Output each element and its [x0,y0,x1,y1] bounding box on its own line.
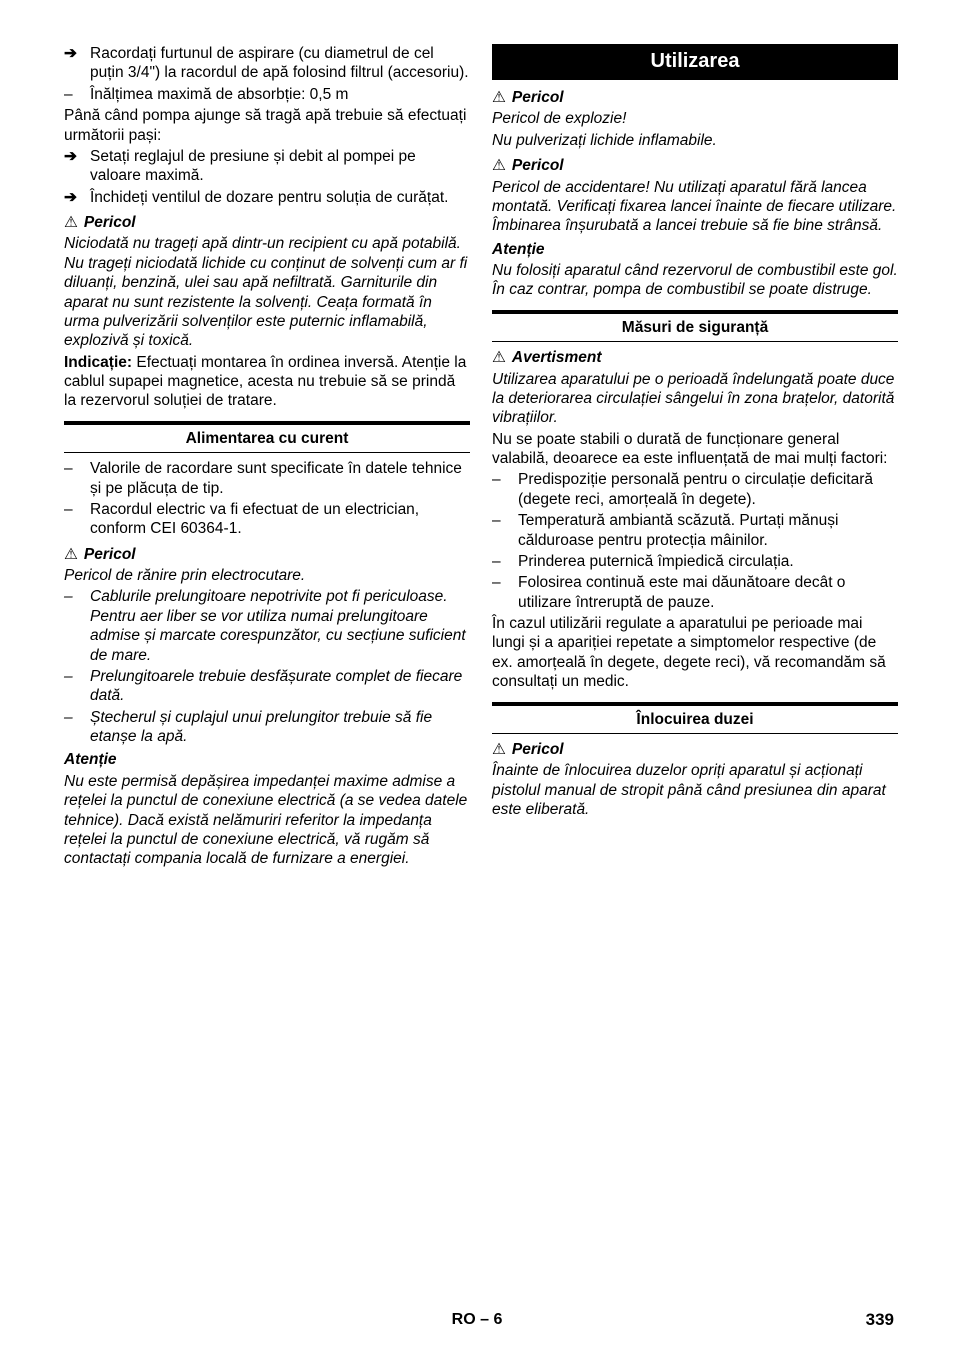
bullet-text: Racordați furtunul de aspirare (cu diame… [90,44,470,83]
attention-label: Atenție [64,751,117,768]
paragraph: Până când pompa ajunge să tragă apă treb… [64,106,470,145]
attention-heading: Atenție [492,240,898,259]
left-column: ➔ Racordați furtunul de aspirare (cu dia… [64,44,470,1264]
warning-heading: ⚠ Pericol [64,213,470,232]
section-heading: Înlocuirea duzei [492,702,898,734]
dash-icon: – [64,708,90,747]
paragraph: Pericol de accidentare! Nu utilizați apa… [492,178,898,236]
main-section-bar: Utilizarea [492,44,898,80]
paragraph: Pericol de explozie! [492,109,898,128]
paragraph: Utilizarea aparatului pe o perioadă înde… [492,370,898,428]
paragraph: Indicație: Efectuați montarea în ordinea… [64,353,470,411]
section-heading: Alimentarea cu curent [64,421,470,453]
bullet-dash: – Prelungitoarele trebuie desfășurate co… [64,667,470,706]
warning-icon: ⚠ [492,348,506,367]
arrow-icon: ➔ [64,147,90,186]
bullet-text: Predispoziție personală pentru o circula… [518,470,898,509]
indication-label: Indicație: [64,354,132,371]
two-column-layout: ➔ Racordați furtunul de aspirare (cu dia… [64,44,898,1264]
bullet-text: Ștecherul și cuplajul unui prelungitor t… [90,708,470,747]
dash-icon: – [492,552,518,571]
attention-heading: Atenție [64,750,470,769]
warning-label: Avertisment [512,348,602,367]
paragraph: Nu se poate stabili o durată de funcțion… [492,430,898,469]
attention-label: Atenție [492,241,545,258]
footer-center: RO – 6 [452,1310,503,1330]
bullet-dash: – Folosirea continuă este mai dăunătoare… [492,573,898,612]
bullet-dash: – Cablurile prelungitoare nepotrivite po… [64,587,470,665]
dash-icon: – [64,85,90,104]
arrow-icon: ➔ [64,188,90,207]
paragraph: Pericol de rănire prin electrocutare. [64,566,470,585]
paragraph: În cazul utilizării regulate a aparatulu… [492,614,898,692]
warning-icon: ⚠ [492,88,506,107]
warning-icon: ⚠ [64,545,78,564]
bullet-text: Prelungitoarele trebuie desfășurate comp… [90,667,470,706]
warning-label: Pericol [512,740,564,759]
bullet-arrow: ➔ Închideți ventilul de dozare pentru so… [64,188,470,207]
bullet-dash: – Prinderea puternică împiedică circulaț… [492,552,898,571]
warning-heading: ⚠ Pericol [492,156,898,175]
warning-label: Pericol [512,156,564,175]
bullet-dash: – Ștecherul și cuplajul unui prelungitor… [64,708,470,747]
bullet-text: Setați reglajul de presiune și debit al … [90,147,470,186]
dash-icon: – [492,511,518,550]
dash-icon: – [492,470,518,509]
page-footer: RO – 6 339 [0,1310,954,1330]
warning-icon: ⚠ [492,156,506,175]
paragraph: Niciodată nu trageți apă dintr-un recipi… [64,234,470,350]
bullet-text: Închideți ventilul de dozare pentru solu… [90,188,470,207]
bullet-dash: – Înălțimea maximă de absorbție: 0,5 m [64,85,470,104]
warning-label: Pericol [512,88,564,107]
bullet-text: Prinderea puternică împiedică circulația… [518,552,898,571]
bullet-text: Cablurile prelungitoare nepotrivite pot … [90,587,470,665]
warning-heading: ⚠ Avertisment [492,348,898,367]
warning-label: Pericol [84,213,136,232]
bullet-dash: – Valorile de racordare sunt specificate… [64,459,470,498]
bullet-text: Racordul electric va fi efectuat de un e… [90,500,470,539]
arrow-icon: ➔ [64,44,90,83]
warning-heading: ⚠ Pericol [492,740,898,759]
bullet-arrow: ➔ Racordați furtunul de aspirare (cu dia… [64,44,470,83]
dash-icon: – [492,573,518,612]
right-column: Utilizarea ⚠ Pericol Pericol de explozie… [492,44,898,1264]
bullet-dash: – Temperatură ambiantă scăzută. Purtați … [492,511,898,550]
dash-icon: – [64,667,90,706]
page-number: 339 [866,1309,894,1330]
section-heading: Măsuri de siguranță [492,310,898,342]
bullet-text: Temperatură ambiantă scăzută. Purtați mă… [518,511,898,550]
bullet-text: Valorile de racordare sunt specificate î… [90,459,470,498]
warning-heading: ⚠ Pericol [64,545,470,564]
paragraph: Nu pulverizați lichide inflamabile. [492,131,898,150]
dash-icon: – [64,587,90,665]
bullet-dash: – Racordul electric va fi efectuat de un… [64,500,470,539]
warning-icon: ⚠ [492,740,506,759]
bullet-arrow: ➔ Setați reglajul de presiune și debit a… [64,147,470,186]
warning-label: Pericol [84,545,136,564]
bullet-text: Înălțimea maximă de absorbție: 0,5 m [90,85,470,104]
paragraph: Nu este permisă depășirea impedanței max… [64,772,470,869]
bullet-text: Folosirea continuă este mai dăunătoare d… [518,573,898,612]
dash-icon: – [64,459,90,498]
dash-icon: – [64,500,90,539]
warning-icon: ⚠ [64,213,78,232]
paragraph: Nu folosiți aparatul când rezervorul de … [492,261,898,300]
bullet-dash: – Predispoziție personală pentru o circu… [492,470,898,509]
paragraph: Înainte de înlocuirea duzelor opriți apa… [492,761,898,819]
warning-heading: ⚠ Pericol [492,88,898,107]
